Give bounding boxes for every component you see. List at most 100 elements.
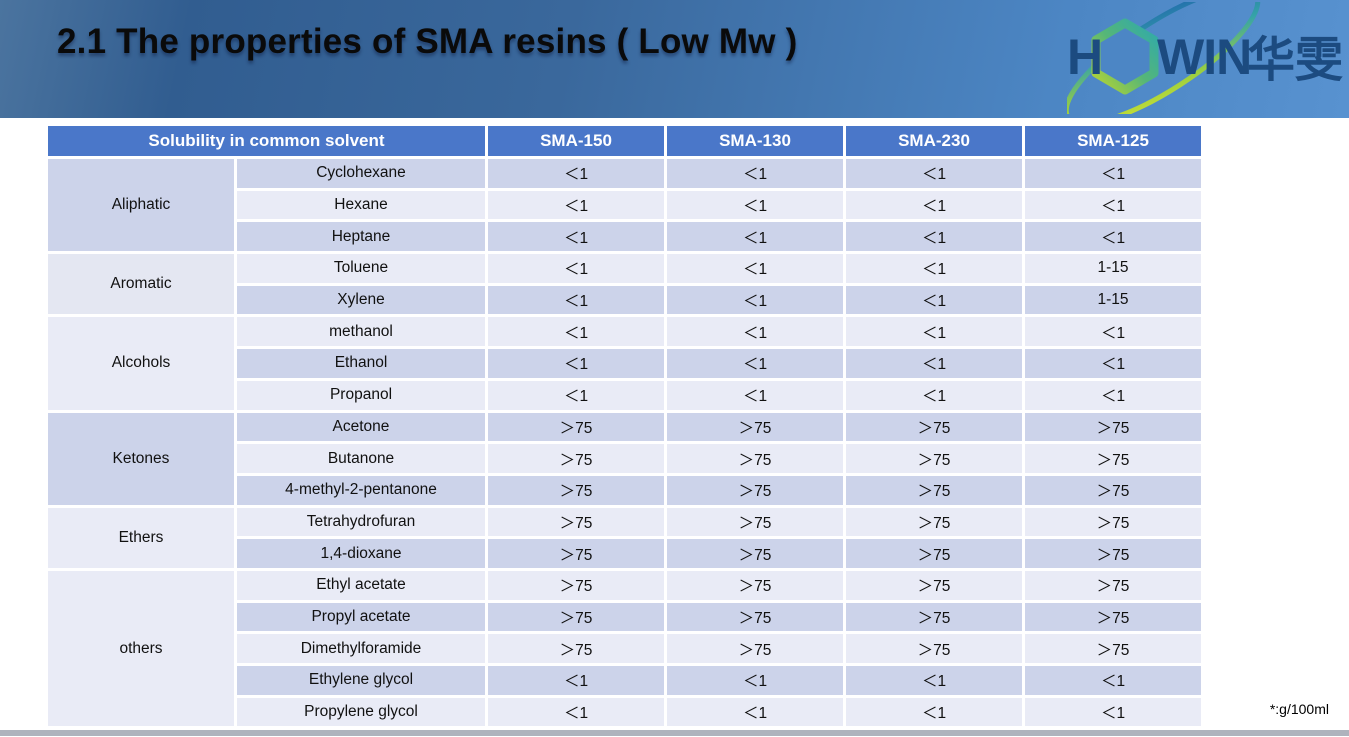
- table-row: Butanone ＞75 ＞75 ＞75 ＞75: [48, 444, 1201, 473]
- value-cell: ＜1: [1025, 190, 1201, 220]
- logo-text-cjk: 华雯: [1247, 34, 1343, 87]
- value-cell: ＜1: [667, 666, 843, 695]
- table-row: Alcohols methanol ＜1 ＜1 ＜1 ＜1: [48, 317, 1201, 410]
- table-row: 4-methyl-2-pentanone ＞75 ＞75 ＞75 ＞75: [48, 475, 1201, 505]
- value-cell: ＞75: [667, 570, 843, 600]
- value-cell: ＜1: [846, 254, 1022, 283]
- value-cell: ＞75: [846, 539, 1022, 568]
- value-cell: ＞75: [667, 602, 843, 632]
- table-row: Xylene ＜1 ＜1 ＜1 1-15: [48, 285, 1201, 315]
- solvent-cell: Propylene glycol: [237, 697, 485, 727]
- table-row: Ethanol ＜1 ＜1 ＜1 ＜1: [48, 349, 1201, 378]
- value-cell: ＜1: [1025, 222, 1201, 252]
- value-cell: ＜1: [1025, 349, 1201, 378]
- value-cell: ＞75: [667, 412, 843, 442]
- solvent-cell: Dimethylforamide: [237, 634, 485, 663]
- table-row: Ketones Acetone ＞75 ＞75 ＞75 ＞75: [48, 412, 1201, 505]
- solvent-cell: Tetrahydrofuran: [237, 507, 485, 537]
- value-cell: ＜1: [1025, 697, 1201, 727]
- solvent-cell: Xylene: [237, 285, 485, 315]
- solvent-cell: Ethanol: [237, 349, 485, 378]
- col-header-sma-130: SMA-130: [667, 126, 843, 156]
- solvent-cell: Ethyl acetate: [237, 570, 485, 600]
- col-header-solubility: Solubility in common solvent: [48, 126, 485, 156]
- solvent-cell: Heptane: [237, 222, 485, 252]
- value-cell: ＞75: [846, 634, 1022, 663]
- value-cell: ＜1: [488, 317, 664, 347]
- value-cell: ＜1: [1025, 380, 1201, 410]
- solvent-cell: 4-methyl-2-pentanone: [237, 475, 485, 505]
- value-cell: ＞75: [488, 412, 664, 442]
- value-cell: ＜1: [846, 380, 1022, 410]
- value-cell: ＞75: [1025, 475, 1201, 505]
- value-cell: ＞75: [1025, 507, 1201, 537]
- value-cell: ＜1: [1025, 666, 1201, 695]
- howin-logo: H WIN 华雯: [1067, 2, 1347, 114]
- value-cell: ＜1: [488, 380, 664, 410]
- value-cell: ＜1: [488, 697, 664, 727]
- value-cell: ＜1: [846, 285, 1022, 315]
- logo-text-h: H: [1067, 29, 1103, 85]
- value-cell: ＞75: [488, 602, 664, 632]
- value-cell: ＞75: [846, 475, 1022, 505]
- table-row: Aromatic Toluene ＜1 ＜1 ＜1 1-15: [48, 254, 1201, 315]
- logo-swoosh: [1067, 2, 1261, 114]
- solvent-cell: Propanol: [237, 380, 485, 410]
- logo-text-win: WIN: [1157, 29, 1251, 85]
- value-cell: ＞75: [846, 507, 1022, 537]
- table-row: Hexane ＜1 ＜1 ＜1 ＜1: [48, 190, 1201, 220]
- value-cell: ＜1: [488, 349, 664, 378]
- value-cell: 1-15: [1025, 285, 1201, 315]
- value-cell: ＜1: [488, 222, 664, 252]
- value-cell: ＜1: [488, 190, 664, 220]
- solvent-cell: Toluene: [237, 254, 485, 283]
- value-cell: ＜1: [667, 222, 843, 252]
- solubility-table: Solubility in common solvent SMA-150 SMA…: [45, 123, 1204, 729]
- value-cell: ＞75: [1025, 602, 1201, 632]
- category-cell: Ketones: [48, 412, 234, 505]
- category-cell: Aromatic: [48, 254, 234, 315]
- solvent-cell: Propyl acetate: [237, 602, 485, 632]
- value-cell: ＜1: [488, 285, 664, 315]
- table-row: Propanol ＜1 ＜1 ＜1 ＜1: [48, 380, 1201, 410]
- solvent-cell: Cyclohexane: [237, 159, 485, 188]
- value-cell: ＞75: [1025, 444, 1201, 473]
- value-cell: ＜1: [667, 190, 843, 220]
- value-cell: ＜1: [846, 349, 1022, 378]
- footnote: *:g/100ml: [1269, 701, 1329, 717]
- table-area: Solubility in common solvent SMA-150 SMA…: [45, 123, 1204, 729]
- value-cell: ＞75: [667, 507, 843, 537]
- value-cell: ＞75: [846, 602, 1022, 632]
- value-cell: ＞75: [1025, 539, 1201, 568]
- value-cell: ＞75: [846, 444, 1022, 473]
- value-cell: ＞75: [488, 570, 664, 600]
- table-row: Propylene glycol ＜1 ＜1 ＜1 ＜1: [48, 697, 1201, 727]
- value-cell: ＜1: [667, 349, 843, 378]
- bottom-bar: [0, 730, 1349, 736]
- solvent-cell: Hexane: [237, 190, 485, 220]
- value-cell: ＞75: [488, 444, 664, 473]
- solvent-cell: Butanone: [237, 444, 485, 473]
- value-cell: ＞75: [667, 634, 843, 663]
- solvent-cell: Ethylene glycol: [237, 666, 485, 695]
- value-cell: ＜1: [667, 317, 843, 347]
- value-cell: ＜1: [846, 190, 1022, 220]
- value-cell: ＞75: [488, 634, 664, 663]
- col-header-sma-150: SMA-150: [488, 126, 664, 156]
- category-cell: Aliphatic: [48, 159, 234, 252]
- value-cell: ＞75: [846, 412, 1022, 442]
- logo-hexagon-icon: [1091, 18, 1159, 95]
- table-row: Ethylene glycol ＜1 ＜1 ＜1 ＜1: [48, 666, 1201, 695]
- solvent-cell: 1,4-dioxane: [237, 539, 485, 568]
- table-row: Ethers Tetrahydrofuran ＞75 ＞75 ＞75 ＞75: [48, 507, 1201, 568]
- col-header-sma-125: SMA-125: [1025, 126, 1201, 156]
- table-row: Aliphatic Cyclohexane ＜1 ＜1 ＜1 ＜1: [48, 159, 1201, 252]
- category-cell: Ethers: [48, 507, 234, 568]
- howin-logo-graphic: H WIN 华雯: [1067, 2, 1343, 114]
- category-cell: others: [48, 570, 234, 727]
- col-header-sma-230: SMA-230: [846, 126, 1022, 156]
- slide-header-band: 2.1 The properties of SMA resins ( Low M…: [0, 0, 1349, 118]
- value-cell: ＜1: [846, 222, 1022, 252]
- value-cell: ＜1: [667, 159, 843, 188]
